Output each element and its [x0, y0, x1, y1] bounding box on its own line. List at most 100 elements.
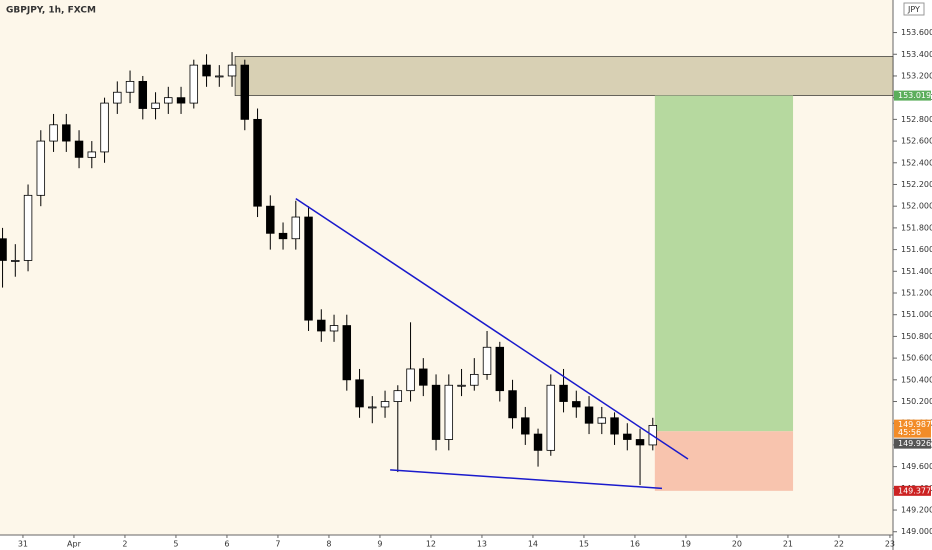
price-badge-label: 149.987 [898, 420, 931, 429]
price-countdown: 45:56 [898, 428, 921, 437]
x-tick-label: 31 [18, 540, 28, 549]
candle-body [36, 140, 46, 196]
price-badge [894, 90, 931, 101]
x-tick-label: 12 [426, 540, 436, 549]
x-tick-label: 19 [681, 540, 691, 549]
candle-body [355, 379, 364, 408]
candle-body [74, 140, 84, 158]
y-tick-label: 152.000 [901, 202, 932, 211]
candle-body [482, 346, 492, 375]
candle-body [0, 238, 7, 261]
candle-body [470, 373, 479, 386]
x-tick-label: 22 [834, 540, 844, 549]
candle-body [100, 102, 109, 153]
candle-body [457, 384, 466, 387]
y-tick-label: 152.200 [901, 180, 932, 189]
candle-body [431, 384, 441, 440]
x-tick-label: 7 [275, 540, 280, 549]
zone [654, 431, 794, 491]
x-tick-label: 14 [528, 540, 538, 549]
price-badge-label: 149.926 [898, 439, 931, 448]
currency-box [903, 2, 925, 16]
candle-body [419, 368, 428, 386]
candle-body [49, 124, 58, 142]
candle-body [189, 64, 199, 104]
candle-body [291, 216, 301, 240]
x-tick-label: 8 [326, 540, 331, 549]
x-tick-label: 21 [783, 540, 793, 549]
candle-body [240, 64, 250, 120]
candle-body [623, 433, 632, 440]
y-tick-label: 149.600 [901, 462, 932, 471]
y-tick-label: 151.200 [901, 289, 932, 298]
candle-body [508, 390, 517, 419]
candle-body [584, 406, 594, 424]
y-tick-label: 153.200 [901, 71, 932, 80]
x-tick-label: Apr [67, 540, 82, 549]
candle-body [546, 384, 556, 451]
candle-body [380, 401, 390, 408]
candle-body [533, 433, 543, 451]
candle-body [521, 417, 530, 435]
candle-body [23, 194, 33, 261]
candle-body [635, 439, 645, 446]
candle-body [253, 118, 262, 207]
x-tick-label: 2 [122, 540, 127, 549]
candle-body [572, 401, 581, 408]
y-tick-label: 149.000 [901, 527, 932, 536]
candle-body [597, 417, 607, 424]
candle-body [610, 417, 619, 435]
candle-body [368, 406, 377, 409]
candle-body [113, 91, 122, 104]
x-tick-label: 13 [477, 540, 487, 549]
candle-body [444, 384, 454, 440]
candle-body [559, 384, 568, 402]
trendline [390, 469, 663, 490]
candle-body [317, 319, 326, 332]
y-tick-label: 151.000 [901, 310, 932, 319]
x-tick-label: 15 [579, 540, 589, 549]
y-tick-label: 152.600 [901, 137, 932, 146]
y-tick-label: 150.200 [901, 397, 932, 406]
candle-body [304, 216, 313, 321]
chart-title: GBPJPY, 1h, FXCM [6, 6, 96, 16]
price-badge-label: 153.019 [898, 91, 931, 100]
y-tick-label: 153.400 [901, 50, 932, 59]
candle-body [227, 64, 237, 77]
y-tick-label: 150.800 [901, 332, 932, 341]
zone [234, 56, 894, 96]
candle-body [87, 151, 97, 158]
candle-body [329, 325, 339, 332]
time-axis [0, 535, 893, 550]
candle-body [151, 102, 160, 109]
candle-body [202, 64, 211, 77]
candle-body [11, 260, 20, 262]
y-tick-label: 150.600 [901, 354, 932, 363]
candle-body [393, 390, 403, 402]
x-tick-label: 20 [732, 540, 742, 549]
trendline [295, 197, 689, 460]
x-tick-label: 9 [377, 540, 382, 549]
y-tick-label: 150.400 [901, 375, 932, 384]
candle-body [495, 346, 505, 392]
candle-body [266, 205, 275, 234]
candle-body [62, 124, 71, 142]
candle-body [406, 368, 415, 392]
y-tick-label: 152.400 [901, 158, 932, 167]
candle-body [164, 97, 173, 104]
y-tick-label: 152.800 [901, 115, 932, 124]
price-badge [894, 438, 931, 449]
candle-body [125, 80, 135, 93]
x-tick-label: 23 [885, 540, 895, 549]
price-badge [894, 485, 931, 496]
zone [654, 95, 794, 432]
candle-body [278, 232, 288, 240]
y-tick-label: 149.200 [901, 506, 932, 515]
x-tick-label: 6 [224, 540, 229, 549]
price-badge [894, 419, 931, 438]
x-tick-label: 16 [630, 540, 640, 549]
y-tick-label: 151.400 [901, 267, 932, 276]
y-tick-label: 153.600 [901, 28, 932, 37]
candle-body [138, 80, 148, 109]
